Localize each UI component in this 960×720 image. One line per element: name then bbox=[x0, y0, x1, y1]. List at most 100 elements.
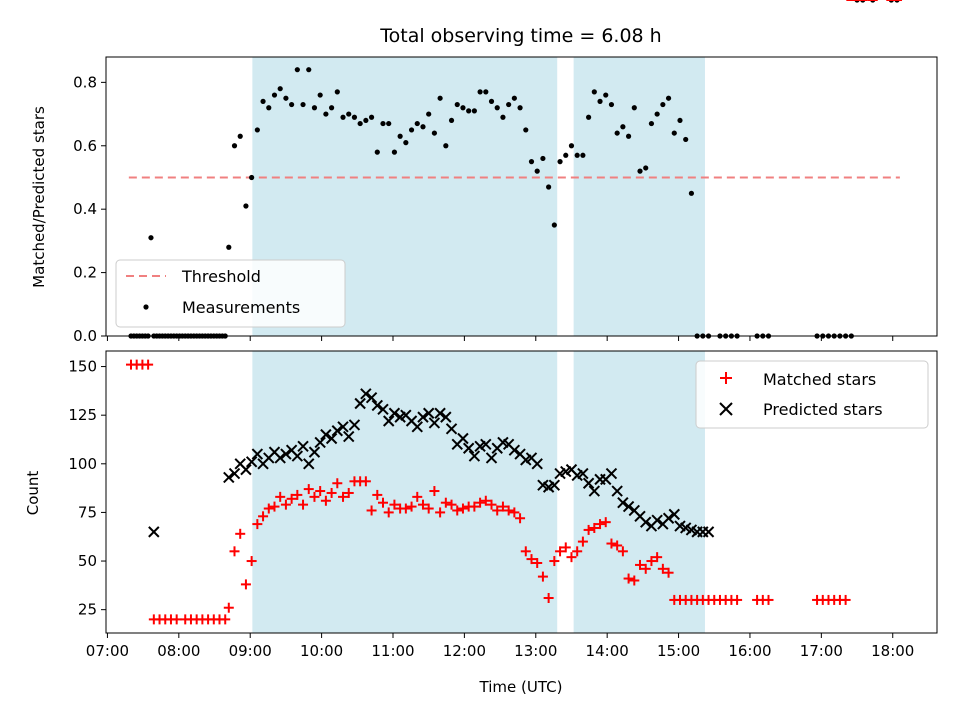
measurement-point bbox=[574, 152, 580, 158]
legend-predicted-swatch bbox=[719, 402, 733, 416]
measurement-point bbox=[466, 108, 472, 114]
matched-star-point bbox=[171, 614, 182, 625]
top-axes-frame bbox=[105, 56, 938, 337]
matched-star-point bbox=[143, 359, 154, 370]
matched-star-point bbox=[555, 546, 566, 557]
predicted-star-point bbox=[360, 388, 372, 400]
matched-star-point bbox=[343, 487, 354, 498]
measurement-point bbox=[374, 149, 380, 155]
predicted-star-point bbox=[617, 496, 629, 509]
measurement-point bbox=[580, 152, 586, 158]
matched-star-point bbox=[635, 559, 646, 570]
predicted-star-point bbox=[348, 419, 361, 431]
matched-star-point bbox=[503, 505, 514, 516]
x-tick-label: 13:00 bbox=[514, 642, 557, 660]
measurement-point bbox=[283, 95, 289, 101]
predicted-star-point bbox=[508, 444, 521, 456]
predicted-star-point bbox=[388, 407, 401, 419]
x-tick-label: 17:00 bbox=[800, 642, 843, 660]
predicted-star-point bbox=[457, 432, 469, 445]
measurement-point bbox=[317, 92, 323, 98]
matched-star-point bbox=[417, 499, 428, 510]
bottom-legend: Matched stars Predicted stars bbox=[695, 360, 929, 429]
measurement-point bbox=[226, 244, 232, 250]
predicted-star-point bbox=[622, 500, 635, 513]
measurement-point bbox=[397, 133, 403, 139]
predicted-star-point bbox=[280, 448, 292, 460]
predicted-star-point bbox=[480, 438, 492, 451]
x-tick-label: 08:00 bbox=[157, 642, 200, 660]
predicted-star-point bbox=[245, 456, 258, 468]
matched-star-points bbox=[125, 0, 903, 625]
matched-star-point bbox=[303, 484, 314, 495]
measurement-point bbox=[231, 143, 238, 149]
bottom-y-axis-label: Count bbox=[24, 471, 42, 516]
predicted-star-point bbox=[605, 467, 618, 480]
matched-star-point bbox=[378, 497, 388, 508]
matched-star-point bbox=[566, 552, 577, 563]
matched-star-point bbox=[406, 501, 417, 512]
bottom-legend-box bbox=[695, 360, 929, 429]
matched-star-point bbox=[509, 507, 520, 518]
measurement-point bbox=[443, 143, 449, 149]
matched-star-point bbox=[229, 546, 240, 557]
matched-star-point bbox=[372, 489, 383, 500]
measurement-point bbox=[386, 120, 392, 127]
measurement-point bbox=[671, 130, 677, 136]
matched-star-point bbox=[652, 552, 663, 563]
measurement-point bbox=[614, 130, 620, 136]
matched-star-point bbox=[400, 503, 411, 514]
matched-star-point bbox=[469, 501, 480, 512]
measurement-point bbox=[488, 98, 495, 104]
measurement-point bbox=[403, 140, 409, 146]
x-tick-label: 11:00 bbox=[371, 642, 414, 660]
x-tick-label: 07:00 bbox=[86, 642, 129, 660]
x-tick-label: 16:00 bbox=[728, 642, 771, 660]
matched-star-point bbox=[309, 491, 320, 502]
predicted-star-point bbox=[577, 467, 589, 480]
chart-title: Total observing time = 6.08 h bbox=[379, 25, 661, 47]
bottom-shaded-intervals bbox=[252, 351, 705, 633]
x-tick-label: 14:00 bbox=[586, 642, 629, 660]
measurement-point bbox=[677, 117, 683, 124]
matched-star-point bbox=[732, 594, 743, 605]
measurement-point bbox=[557, 159, 563, 165]
measurement-point bbox=[563, 152, 569, 158]
x-tick-label: 12:00 bbox=[443, 642, 486, 660]
matched-star-point bbox=[520, 546, 531, 557]
predicted-star-point bbox=[314, 436, 326, 449]
y-tick-label: 25 bbox=[78, 601, 97, 619]
bottom-panel-counts: 25 50 75 100 125 150 07:00 08:00 09:00 10:00 11:0… bbox=[24, 0, 938, 696]
legend-threshold-label: Threshold bbox=[181, 267, 261, 286]
matched-star-point bbox=[389, 499, 400, 510]
shaded-interval-2 bbox=[573, 57, 705, 336]
measurement-point bbox=[528, 159, 535, 165]
y-tick-label: 0.8 bbox=[73, 73, 97, 91]
predicted-star-point bbox=[640, 516, 652, 528]
matched-star-point bbox=[606, 538, 617, 549]
matched-star-point bbox=[583, 524, 594, 535]
predicted-star-point bbox=[308, 446, 321, 458]
measurement-point bbox=[237, 133, 243, 139]
matched-star-point bbox=[240, 579, 251, 590]
predicted-star-point bbox=[223, 471, 235, 484]
matched-star-point bbox=[286, 493, 297, 504]
measurement-point bbox=[408, 127, 415, 133]
x-tick-label: 10:00 bbox=[300, 642, 343, 660]
predicted-star-point bbox=[445, 423, 458, 435]
predicted-star-point bbox=[343, 430, 355, 443]
predicted-star-point bbox=[702, 526, 715, 538]
measurement-point bbox=[391, 149, 398, 155]
matched-star-point bbox=[246, 556, 257, 567]
matched-star-point bbox=[629, 575, 640, 586]
predicted-star-point bbox=[371, 399, 383, 412]
matched-star-point bbox=[275, 491, 286, 502]
y-tick-label: 150 bbox=[68, 358, 97, 376]
matched-star-point bbox=[412, 491, 423, 502]
measurement-point bbox=[454, 101, 460, 108]
top-legend-box bbox=[115, 259, 346, 328]
predicted-star-point bbox=[331, 425, 344, 437]
matched-star-point bbox=[452, 505, 463, 516]
measurement-point bbox=[277, 86, 283, 92]
measurement-point bbox=[306, 67, 312, 73]
